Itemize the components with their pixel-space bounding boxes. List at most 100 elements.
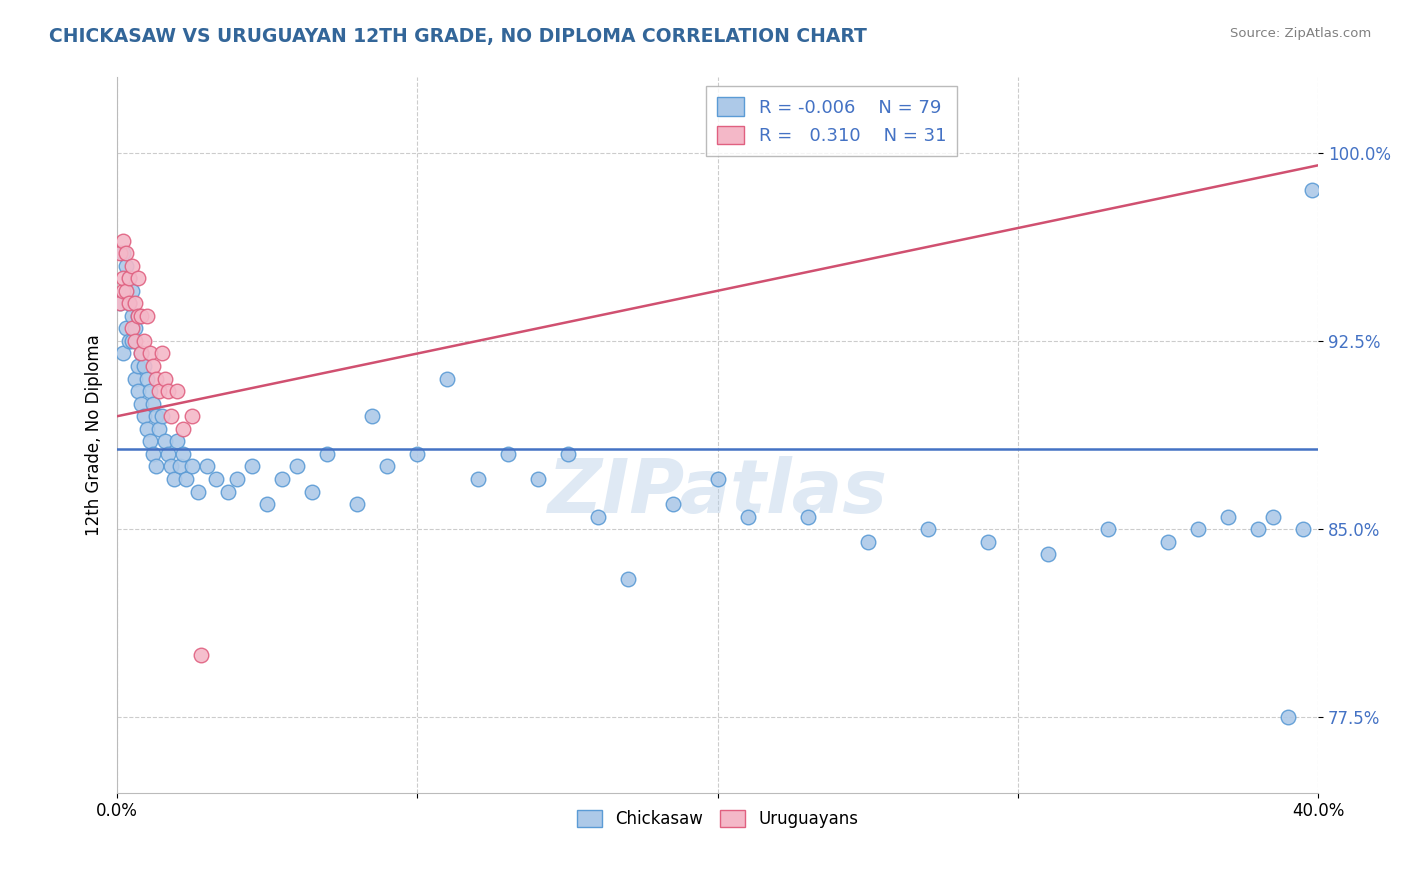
Point [155,434,177,449]
Point [145,459,167,474]
Point [148,384,170,398]
Point [256,497,278,511]
Point [1277,710,1299,724]
Point [129,346,152,360]
Point [217,484,239,499]
Point [174,472,197,486]
Point [285,459,308,474]
Point [142,359,165,373]
Point [121,259,143,273]
Point [160,409,183,424]
Point [136,371,159,385]
Point [1263,509,1285,524]
Point [108,296,131,310]
Point [661,497,683,511]
Point [240,459,263,474]
Point [166,384,188,398]
Point [118,334,141,348]
Point [557,447,579,461]
Point [526,472,548,486]
Point [129,397,152,411]
Point [118,296,141,310]
Point [1218,509,1240,524]
Point [121,321,143,335]
Point [112,346,135,360]
Point [181,459,204,474]
Point [136,422,159,436]
Point [1036,547,1059,561]
Point [124,321,146,335]
Point [124,371,146,385]
Point [121,334,143,348]
Point [155,371,177,385]
Y-axis label: 12th Grade, No Diploma: 12th Grade, No Diploma [86,334,103,536]
Point [112,284,135,298]
Text: Source: ZipAtlas.com: Source: ZipAtlas.com [1230,27,1371,40]
Point [118,271,141,285]
Point [586,509,609,524]
Point [134,409,156,424]
Point [346,497,368,511]
Point [118,296,141,310]
Point [134,334,156,348]
Point [124,296,146,310]
Point [436,371,458,385]
Point [496,447,519,461]
Point [142,447,165,461]
Point [108,296,131,310]
Point [121,309,143,323]
Point [127,359,149,373]
Point [706,472,728,486]
Point [112,234,135,248]
Point [139,346,162,360]
Point [115,284,138,298]
Point [205,472,228,486]
Point [115,284,138,298]
Point [127,384,149,398]
Point [190,648,212,662]
Point [134,359,156,373]
Point [139,434,162,449]
Point [977,534,1000,549]
Point [142,397,165,411]
Point [166,434,188,449]
Point [181,409,204,424]
Point [856,534,879,549]
Point [1247,522,1270,536]
Point [737,509,759,524]
Point [226,472,249,486]
Point [1301,183,1323,197]
Point [121,284,143,298]
Point [129,309,152,323]
Point [195,459,218,474]
Point [115,259,138,273]
Point [467,472,489,486]
Point [361,409,384,424]
Point [145,371,167,385]
Text: ZIPatlas: ZIPatlas [548,456,887,529]
Point [127,271,149,285]
Point [316,447,339,461]
Point [1097,522,1119,536]
Point [172,422,194,436]
Point [150,346,173,360]
Point [1292,522,1315,536]
Point [108,246,131,260]
Point [616,572,638,586]
Point [145,409,167,424]
Point [160,459,183,474]
Point [271,472,294,486]
Point [1157,534,1180,549]
Point [136,309,159,323]
Point [406,447,429,461]
Text: CHICKASAW VS URUGUAYAN 12TH GRADE, NO DIPLOMA CORRELATION CHART: CHICKASAW VS URUGUAYAN 12TH GRADE, NO DI… [49,27,868,45]
Point [129,346,152,360]
Point [112,271,135,285]
Point [172,447,194,461]
Point [797,509,820,524]
Point [118,271,141,285]
Point [112,246,135,260]
Legend: Chickasaw, Uruguayans: Chickasaw, Uruguayans [571,803,865,834]
Point [157,447,180,461]
Point [148,422,170,436]
